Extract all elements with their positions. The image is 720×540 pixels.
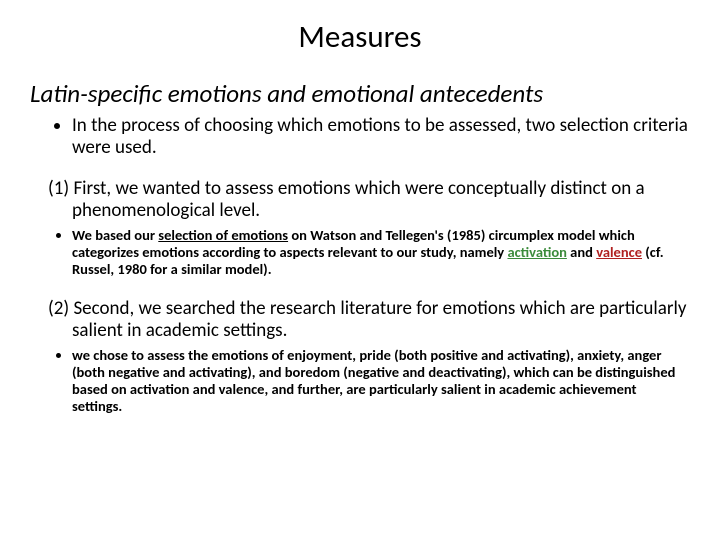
text: (both positive and activating),: [391, 346, 577, 364]
valence-term: valence: [596, 243, 642, 261]
text: on Watson and Tellegen's (1985): [288, 226, 489, 244]
point-2-sub-bullet: we chose to assess the emotions of enjoy…: [72, 347, 690, 415]
bold-text: circumplex model: [489, 226, 596, 244]
intro-bullet: In the process of choosing which emotion…: [72, 115, 690, 160]
intro-list: In the process of choosing which emotion…: [30, 115, 690, 160]
point-1: (1) First, we wanted to assess emotions …: [30, 178, 690, 223]
text: we chose to assess the emotions of: [72, 346, 287, 364]
text: We based our: [72, 226, 158, 244]
point-2-sub: we chose to assess the emotions of enjoy…: [30, 347, 690, 415]
text: (both negative and activating), and: [72, 363, 285, 381]
slide-title: Measures: [30, 18, 690, 56]
point-1-sub-bullet: We based our selection of emotions on Wa…: [72, 227, 690, 278]
activation-term: activation: [507, 243, 566, 261]
bold-text: enjoyment, pride: [287, 346, 391, 364]
underline-text: selection of emotions: [158, 226, 288, 244]
point-1-sub: We based our selection of emotions on Wa…: [30, 227, 690, 278]
slide: Measures Latin-specific emotions and emo…: [0, 0, 720, 540]
bold-text: boredom: [285, 363, 340, 381]
slide-subtitle: Latin-specific emotions and emotional an…: [30, 78, 690, 109]
point-2: (2) Second, we searched the research lit…: [30, 298, 690, 343]
bold-text: anxiety, anger: [577, 346, 661, 364]
text: and: [567, 243, 596, 261]
